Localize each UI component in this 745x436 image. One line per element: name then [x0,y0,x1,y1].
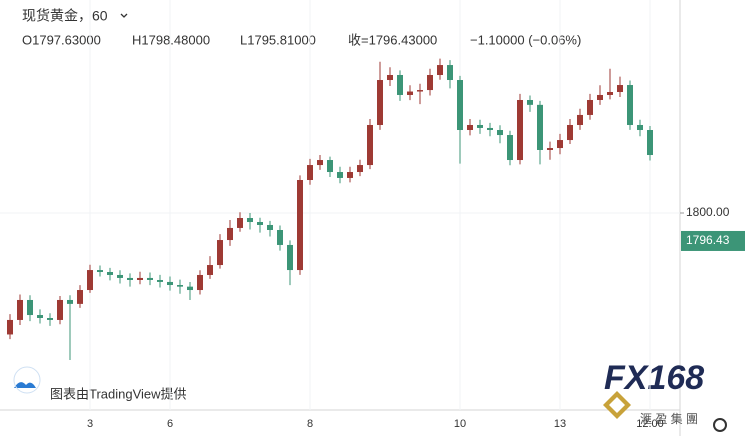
logo-diamond-inner [609,397,625,413]
y-tick-label: 1800.00 [686,205,730,219]
ohlc-value: −1.10000 (−0.06%) [470,32,581,47]
ohlc-value: H1798.48000 [132,32,210,47]
candle-body [367,124,373,166]
candle-body [617,85,623,92]
candle-body [377,80,383,125]
candle-body [607,91,613,95]
candle-body [117,274,123,278]
candle-body [287,244,293,271]
candle-body [417,90,423,92]
tv-icon [14,382,36,388]
chart-title: 现货黄金，60 [22,8,108,24]
candle-body [37,315,43,319]
logo-subtitle: 滙 盈 集 團 [640,411,698,426]
candle-body [397,74,403,95]
candle-body [487,127,493,131]
candle-body [277,229,283,245]
candle-body [547,148,553,150]
candle-body [357,165,363,173]
candle-body [647,130,653,156]
candle-body [527,99,533,105]
tv-logo [13,366,41,394]
candle-body [477,124,483,128]
candle-body [407,91,413,95]
tv-icon-ring [13,366,41,394]
candle-body [387,74,393,81]
candle-body [257,222,263,225]
candle-body [17,299,23,320]
candle-body [327,160,333,173]
candle-body [127,277,133,280]
settings-gear[interactable] [713,418,727,432]
candle-body [507,135,513,161]
candle-body [77,290,83,304]
x-tick-label: 6 [167,418,173,430]
candle-body [237,218,243,228]
candle-body [567,124,573,141]
candle-body [217,240,223,266]
candle-body [187,286,193,291]
candle-body [317,160,323,166]
candle-body [597,94,603,100]
watermark: 图表由TradingView提供 [50,386,187,401]
ohlc-value: L1795.81000 [240,32,316,47]
candle-body [427,74,433,91]
candle-body [57,299,63,320]
candle-body [497,130,503,136]
candle-body [337,172,343,178]
x-tick-label: 3 [87,418,93,430]
candle-body [7,319,13,335]
candle-body [197,274,203,291]
candle-body [457,80,463,131]
x-tick-label: 13 [554,418,566,430]
candle-body [107,272,113,275]
candle-body [627,85,633,125]
candle-body [467,124,473,131]
last-price-label: 1796.43 [686,233,730,247]
candle-body [97,270,103,273]
candle-body [437,65,443,75]
candle-body [637,124,643,131]
candle-body [247,218,253,223]
settings-icon[interactable] [713,418,727,432]
candle-body [587,99,593,115]
candle-body [557,140,563,149]
dropdown-icon[interactable] [120,13,128,18]
x-tick-label: 10 [454,418,466,430]
candle-body [307,165,313,181]
candle-body [147,277,153,280]
candle-body [267,224,273,230]
candle-body [167,281,173,286]
candle-body [47,318,53,320]
candle-body [577,114,583,125]
candle-body [447,65,453,81]
candle-body [227,227,233,241]
last-price-box [681,230,745,251]
ohlc-legend: O1797.63000 H1798.48000 L1795.81000 收=1796.… [22,32,581,47]
candle-body [347,172,353,178]
candle-body [137,277,143,280]
fx168-logo: FX168 滙 盈 集 團 [603,359,704,426]
candle-body [87,270,93,291]
ohlc-value: 收=1796.43000 [348,32,437,47]
x-tick-label: 8 [307,418,313,430]
candle-body [537,104,543,150]
candle-body [517,99,523,161]
candle-body [297,180,303,271]
candle-body [207,265,213,275]
candle-body [157,279,163,282]
candle-body [177,285,183,287]
logo-text: FX168 [604,359,704,397]
candle-body [27,299,33,316]
x-tick-label: 12:00 [636,418,664,430]
candle-body [67,299,73,304]
ohlc-value: O1797.63000 [22,32,101,47]
